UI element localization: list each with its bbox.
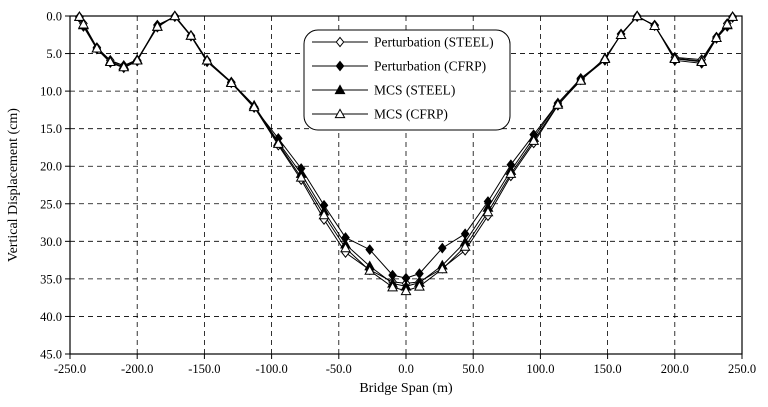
y-tick-label: 30.0 — [40, 235, 62, 249]
data-point-series-4 — [669, 53, 681, 63]
data-point-series-4 — [575, 74, 587, 85]
data-point-series-4 — [340, 242, 351, 253]
y-tick-label: 5.0 — [46, 47, 62, 61]
axis-ticks — [65, 15, 743, 359]
data-point-series-4 — [482, 206, 494, 217]
x-tick-label: 150.0 — [594, 362, 622, 376]
data-point-series-4 — [248, 101, 260, 112]
series-markers — [73, 10, 739, 296]
legend-marker-2 — [335, 60, 345, 72]
data-point-series-4 — [169, 10, 181, 21]
data-point-series-4 — [599, 53, 611, 63]
legend-box — [303, 29, 511, 131]
x-tick-label: 100.0 — [526, 362, 554, 376]
x-tick-label: -150.0 — [188, 362, 220, 376]
data-point-series-4 — [711, 32, 722, 42]
y-tick-label: 0.0 — [46, 10, 62, 24]
x-tick-label: -50.0 — [326, 362, 352, 376]
data-point-series-4 — [400, 285, 412, 296]
legend-marker-4 — [334, 108, 346, 119]
data-point-series-4 — [505, 168, 517, 178]
data-point-series-4 — [185, 29, 197, 40]
y-tick-label: 35.0 — [40, 272, 62, 286]
data-point-series-4 — [696, 56, 708, 66]
data-point-series-4 — [649, 20, 661, 30]
x-tick-label: 200.0 — [661, 362, 689, 376]
data-point-series-4 — [387, 281, 399, 292]
y-tick-label: 40.0 — [40, 310, 62, 324]
data-point-series-4 — [364, 264, 376, 275]
axis-tick-labels: -250.0 -200.0 -150.0 -100.0 -50.0 0.0 50.0 100.… — [40, 10, 756, 377]
data-point-series-4 — [436, 263, 448, 274]
data-point-series-4 — [118, 61, 130, 72]
y-tick-label: 25.0 — [40, 197, 62, 211]
data-point-series-4 — [459, 240, 471, 251]
legend-marker-1 — [335, 36, 345, 48]
data-point-series-4 — [615, 29, 627, 39]
data-point-series-4 — [77, 18, 89, 29]
data-point-series-4 — [225, 77, 237, 88]
data-point-series-4 — [413, 280, 425, 291]
data-point-series-4 — [91, 42, 103, 53]
data-point-series-4 — [727, 11, 739, 21]
legend-label-2: Perturbation (CFRP) — [374, 59, 486, 74]
data-point-series-4 — [151, 20, 163, 31]
data-point-series-2 — [437, 242, 447, 254]
legend-label-3: MCS (STEEL) — [374, 83, 455, 98]
data-point-series-4 — [272, 138, 284, 148]
data-point-series-4 — [552, 99, 564, 109]
x-axis-title: Bridge Span (m) — [359, 381, 453, 396]
legend-marker-3 — [334, 84, 346, 95]
data-point-series-4 — [528, 135, 540, 145]
x-tick-label: -200.0 — [121, 362, 153, 376]
data-point-series-4 — [131, 54, 143, 65]
data-point-series-4 — [631, 10, 643, 21]
x-tick-label: 50.0 — [462, 362, 484, 376]
data-point-series-4 — [73, 11, 85, 21]
legend-label-4: MCS (CFRP) — [374, 107, 448, 122]
legend-label-1: Perturbation (STEEL) — [374, 35, 494, 50]
y-tick-label: 10.0 — [40, 85, 62, 99]
x-tick-label: -250.0 — [54, 362, 86, 376]
x-tick-label: -100.0 — [255, 362, 287, 376]
legend: Perturbation (STEEL) Perturbation (CFRP) M… — [303, 29, 511, 131]
data-point-series-4 — [318, 209, 330, 220]
data-point-series-4 — [201, 54, 213, 65]
data-point-series-2 — [365, 244, 375, 255]
x-tick-label: 0.0 — [398, 362, 414, 376]
data-point-series-4 — [721, 18, 733, 29]
y-tick-label: 45.0 — [40, 348, 62, 362]
data-point-series-4 — [295, 171, 307, 182]
x-tick-label: 250.0 — [728, 362, 756, 376]
data-point-series-4 — [104, 56, 116, 66]
y-tick-label: 15.0 — [40, 122, 62, 136]
y-axis-title: Vertical Displacement (cm) — [6, 108, 21, 262]
y-tick-label: 20.0 — [40, 160, 62, 174]
